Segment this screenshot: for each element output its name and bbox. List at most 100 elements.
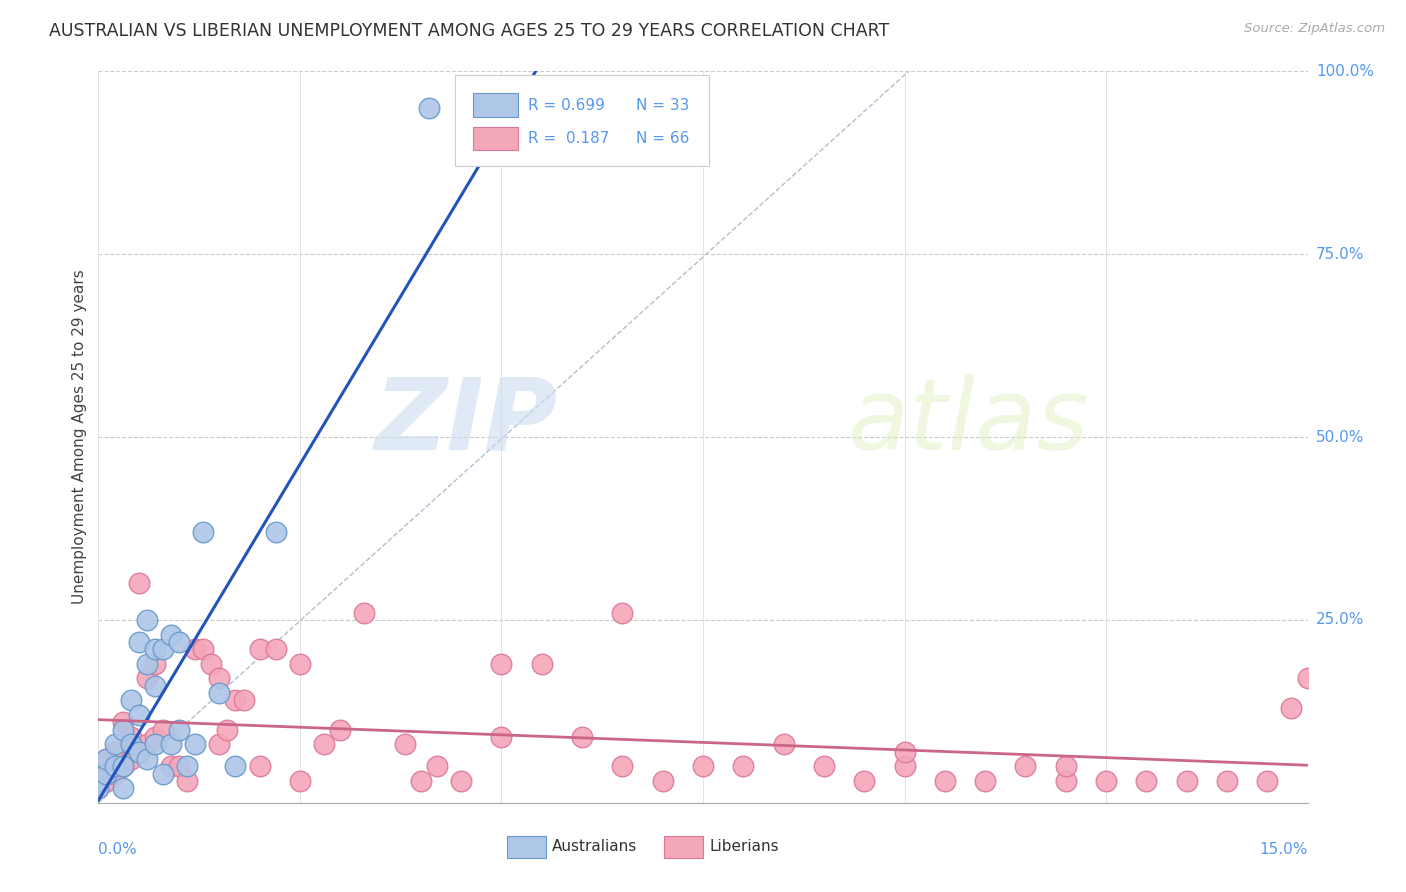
Text: 15.0%: 15.0%: [1260, 842, 1308, 856]
Point: [167, 723, 190, 737]
Point: [135, 737, 157, 751]
Point: [176, 773, 198, 788]
Point: [1296, 672, 1319, 686]
Point: [249, 642, 271, 657]
Point: [120, 752, 142, 766]
Point: [152, 642, 174, 657]
Point: [128, 576, 150, 591]
Point: [128, 708, 150, 723]
Point: [571, 730, 593, 744]
Point: [264, 642, 287, 657]
Point: [217, 723, 239, 737]
FancyBboxPatch shape: [456, 75, 709, 167]
Y-axis label: Unemployment Among Ages 25 to 29 years: Unemployment Among Ages 25 to 29 years: [72, 269, 87, 605]
Point: [160, 759, 183, 773]
Point: [193, 642, 215, 657]
Point: [120, 693, 142, 707]
Point: [491, 730, 513, 744]
Point: [329, 723, 352, 737]
Point: [200, 657, 222, 671]
Point: [135, 672, 157, 686]
Point: [1135, 773, 1157, 788]
Point: [530, 657, 553, 671]
Point: [893, 759, 915, 773]
Point: [176, 759, 198, 773]
Point: [87, 781, 110, 796]
Point: [208, 737, 231, 751]
Point: [167, 759, 190, 773]
Point: [1054, 759, 1077, 773]
FancyBboxPatch shape: [474, 94, 517, 117]
Point: [96, 752, 118, 766]
Point: [224, 759, 246, 773]
Text: 0.0%: 0.0%: [98, 842, 138, 856]
Text: N = 66: N = 66: [637, 131, 690, 146]
Point: [103, 759, 125, 773]
Point: [314, 737, 336, 751]
Point: [264, 525, 287, 540]
Point: [612, 606, 634, 620]
Point: [87, 759, 110, 773]
Text: Liberians: Liberians: [709, 839, 779, 855]
Point: [1175, 773, 1198, 788]
Text: 25.0%: 25.0%: [1316, 613, 1364, 627]
Point: [135, 752, 157, 766]
Point: [224, 693, 246, 707]
Point: [853, 773, 876, 788]
Point: [813, 759, 835, 773]
Point: [193, 525, 215, 540]
Point: [160, 737, 183, 751]
Point: [87, 773, 110, 788]
Point: [87, 781, 110, 796]
Point: [152, 723, 174, 737]
Point: [612, 759, 634, 773]
Point: [491, 657, 513, 671]
Text: R =  0.187: R = 0.187: [527, 131, 609, 146]
Point: [111, 723, 134, 737]
Point: [167, 635, 190, 649]
Point: [394, 737, 416, 751]
FancyBboxPatch shape: [664, 837, 703, 858]
Text: 100.0%: 100.0%: [1316, 64, 1374, 78]
Point: [143, 679, 166, 693]
Point: [288, 773, 311, 788]
Point: [96, 773, 118, 788]
Point: [893, 745, 915, 759]
Point: [692, 759, 714, 773]
Point: [1281, 700, 1303, 714]
Point: [103, 745, 125, 759]
Point: [1256, 773, 1278, 788]
Point: [128, 745, 150, 759]
Point: [1014, 759, 1036, 773]
Text: R = 0.699: R = 0.699: [527, 97, 605, 112]
Point: [418, 101, 440, 115]
Text: 50.0%: 50.0%: [1316, 430, 1364, 444]
Point: [184, 642, 207, 657]
Point: [426, 759, 449, 773]
Point: [120, 737, 142, 751]
Point: [120, 730, 142, 744]
Point: [1216, 773, 1239, 788]
Point: [772, 737, 794, 751]
Text: ZIP: ZIP: [375, 374, 558, 471]
Point: [135, 657, 157, 671]
Point: [249, 759, 271, 773]
Point: [143, 730, 166, 744]
Point: [934, 773, 956, 788]
Point: [1054, 773, 1077, 788]
Point: [651, 773, 673, 788]
Point: [733, 759, 755, 773]
Point: [128, 745, 150, 759]
Point: [409, 773, 432, 788]
Text: N = 33: N = 33: [637, 97, 690, 112]
Point: [152, 766, 174, 780]
Point: [111, 715, 134, 730]
Point: [450, 773, 472, 788]
Point: [96, 752, 118, 766]
Point: [143, 657, 166, 671]
Point: [135, 613, 157, 627]
FancyBboxPatch shape: [474, 127, 517, 151]
Point: [96, 766, 118, 780]
Text: atlas: atlas: [848, 374, 1090, 471]
Point: [103, 737, 125, 751]
